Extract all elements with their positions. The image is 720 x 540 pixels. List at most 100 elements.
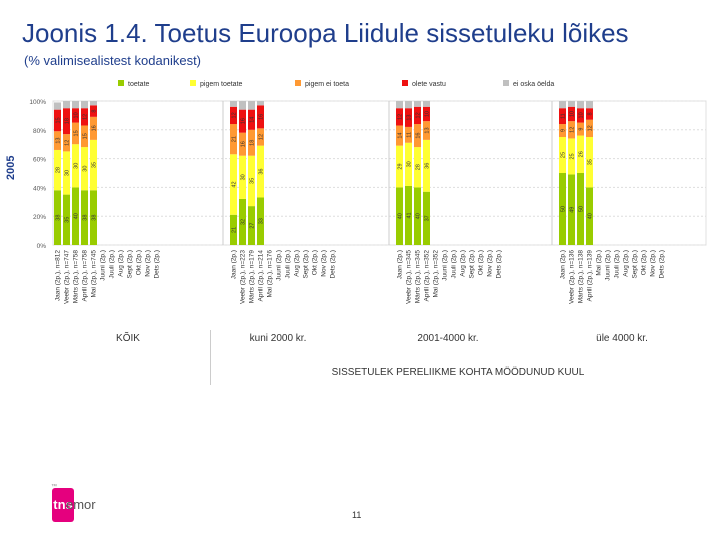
bar-segment xyxy=(63,194,70,245)
data-label: 36 xyxy=(425,163,431,169)
category-label: Okt (2p.) xyxy=(478,250,485,275)
data-label: 32 xyxy=(241,219,247,225)
data-label: 38 xyxy=(56,215,62,221)
page-title: Joonis 1.4. Toetus Euroopa Liidule sisse… xyxy=(22,18,629,48)
category-label: Juuli (2p.) xyxy=(285,250,292,279)
data-label: 10 xyxy=(579,112,585,118)
data-label: 37 xyxy=(425,215,431,221)
bar-segment xyxy=(239,132,246,156)
category-label: Sept (2p.) xyxy=(469,250,476,279)
legend-label: toetate xyxy=(128,81,150,88)
data-label: 10 xyxy=(570,111,576,117)
data-label: 15 xyxy=(56,117,62,123)
bar-segment xyxy=(248,101,255,110)
bar-segment xyxy=(239,109,246,133)
y-tick-label: 20% xyxy=(33,214,46,221)
category-label: Aprill (2p.), n=139 xyxy=(587,250,594,302)
page-number: 11 xyxy=(352,510,362,520)
data-label: 30 xyxy=(65,170,71,176)
bar-segment xyxy=(414,147,421,188)
data-label: 18 xyxy=(250,140,256,146)
legend-swatch xyxy=(402,80,408,86)
data-label: 27 xyxy=(250,222,256,228)
category-label: Nov (2p.) xyxy=(487,250,494,277)
data-label: 14 xyxy=(398,132,404,138)
category-label: Dets (2p.) xyxy=(330,250,337,279)
category-label: Aprill (2p.), n=758 xyxy=(82,250,89,302)
legend-swatch xyxy=(118,80,124,86)
bar-segment xyxy=(90,139,97,191)
data-label: 9 xyxy=(579,128,585,131)
category-label: Sept (2p.) xyxy=(127,250,134,279)
legend-label: pigem ei toeta xyxy=(305,81,349,88)
bar-segment xyxy=(230,124,237,155)
legend-swatch xyxy=(503,80,509,86)
bar-segment xyxy=(81,108,88,126)
data-label: 12 xyxy=(398,114,404,120)
bar-segment xyxy=(81,101,88,109)
data-label: 11 xyxy=(407,132,413,138)
data-label: 40 xyxy=(398,213,404,219)
y-tick-label: 60% xyxy=(33,157,46,164)
stacked-bar-chart: 0% 20% 40% 60% 80% 100% toetate pigem toetate pi… xyxy=(29,80,707,304)
bar-segment xyxy=(559,137,566,173)
category-label: Juuli (2p.) xyxy=(109,250,116,279)
bar-segment xyxy=(257,105,264,129)
bar-segment xyxy=(577,101,584,109)
data-label: 11 xyxy=(561,113,567,119)
bar-segment xyxy=(257,197,264,245)
bar-segment xyxy=(90,116,97,140)
bar-segment xyxy=(396,145,403,188)
data-label: 40 xyxy=(588,213,594,219)
bar-segment xyxy=(423,106,430,122)
category-label: Nov (2p.) xyxy=(321,250,328,277)
data-label: 16 xyxy=(241,141,247,147)
data-label: 35 xyxy=(588,159,594,165)
bar-segment xyxy=(248,206,255,245)
bar-segment xyxy=(405,101,412,109)
tns-logo: tns xyxy=(52,488,74,522)
data-label: 16 xyxy=(241,118,247,124)
bar-segment xyxy=(414,101,421,107)
bar-segment xyxy=(568,106,575,122)
category-label: Juuni (2p.) xyxy=(276,250,283,281)
data-label: 13 xyxy=(56,138,62,144)
bar-segment xyxy=(63,134,70,152)
category-label: Sept (2p.) xyxy=(303,250,310,279)
bar-segment xyxy=(54,149,61,191)
data-label: 30 xyxy=(241,174,247,180)
category-label: Veebr (2p.), n=747 xyxy=(64,250,71,304)
bar-segment xyxy=(248,155,255,207)
category-label: Sept (2p.) xyxy=(632,250,639,279)
bar-segment xyxy=(230,106,237,125)
category-label: Veebr (2p.), n=345 xyxy=(406,250,413,304)
data-label: 12 xyxy=(588,125,594,131)
category-label: Aug (2p.) xyxy=(623,250,630,277)
category-label: Mai (2p.), n=745 xyxy=(91,250,98,298)
data-label: 35 xyxy=(65,217,71,223)
category-label: Veebr (2p.), n=223 xyxy=(240,250,247,304)
data-label: 12 xyxy=(259,134,265,140)
legend-label: ei oska öelda xyxy=(513,81,554,88)
bar-segment xyxy=(568,101,575,107)
bar-segment xyxy=(239,101,246,110)
bar-segment xyxy=(559,108,566,125)
bar-segment xyxy=(559,124,566,137)
data-label: 38 xyxy=(83,215,89,221)
category-label: Okt (2p.) xyxy=(312,250,319,275)
bar-segment xyxy=(414,124,421,148)
data-label: 12 xyxy=(570,127,576,133)
category-label: Nov (2p.) xyxy=(650,250,657,277)
legend-swatch xyxy=(295,80,301,86)
category-label: Märts (2p.), n=758 xyxy=(73,250,80,304)
bar-segment xyxy=(586,137,593,188)
bar-segment xyxy=(423,101,430,107)
bar-segment xyxy=(72,187,79,245)
data-label: 25 xyxy=(570,153,576,159)
category-label: Juuni (2p.) xyxy=(100,250,107,281)
category-label: Märts (2p.), n=138 xyxy=(578,250,585,304)
bar-segment xyxy=(63,101,70,109)
group-label-2001-4000: 2001-4000 kr. xyxy=(417,333,479,344)
bar-segment xyxy=(577,108,584,123)
bar-segment xyxy=(72,144,79,188)
